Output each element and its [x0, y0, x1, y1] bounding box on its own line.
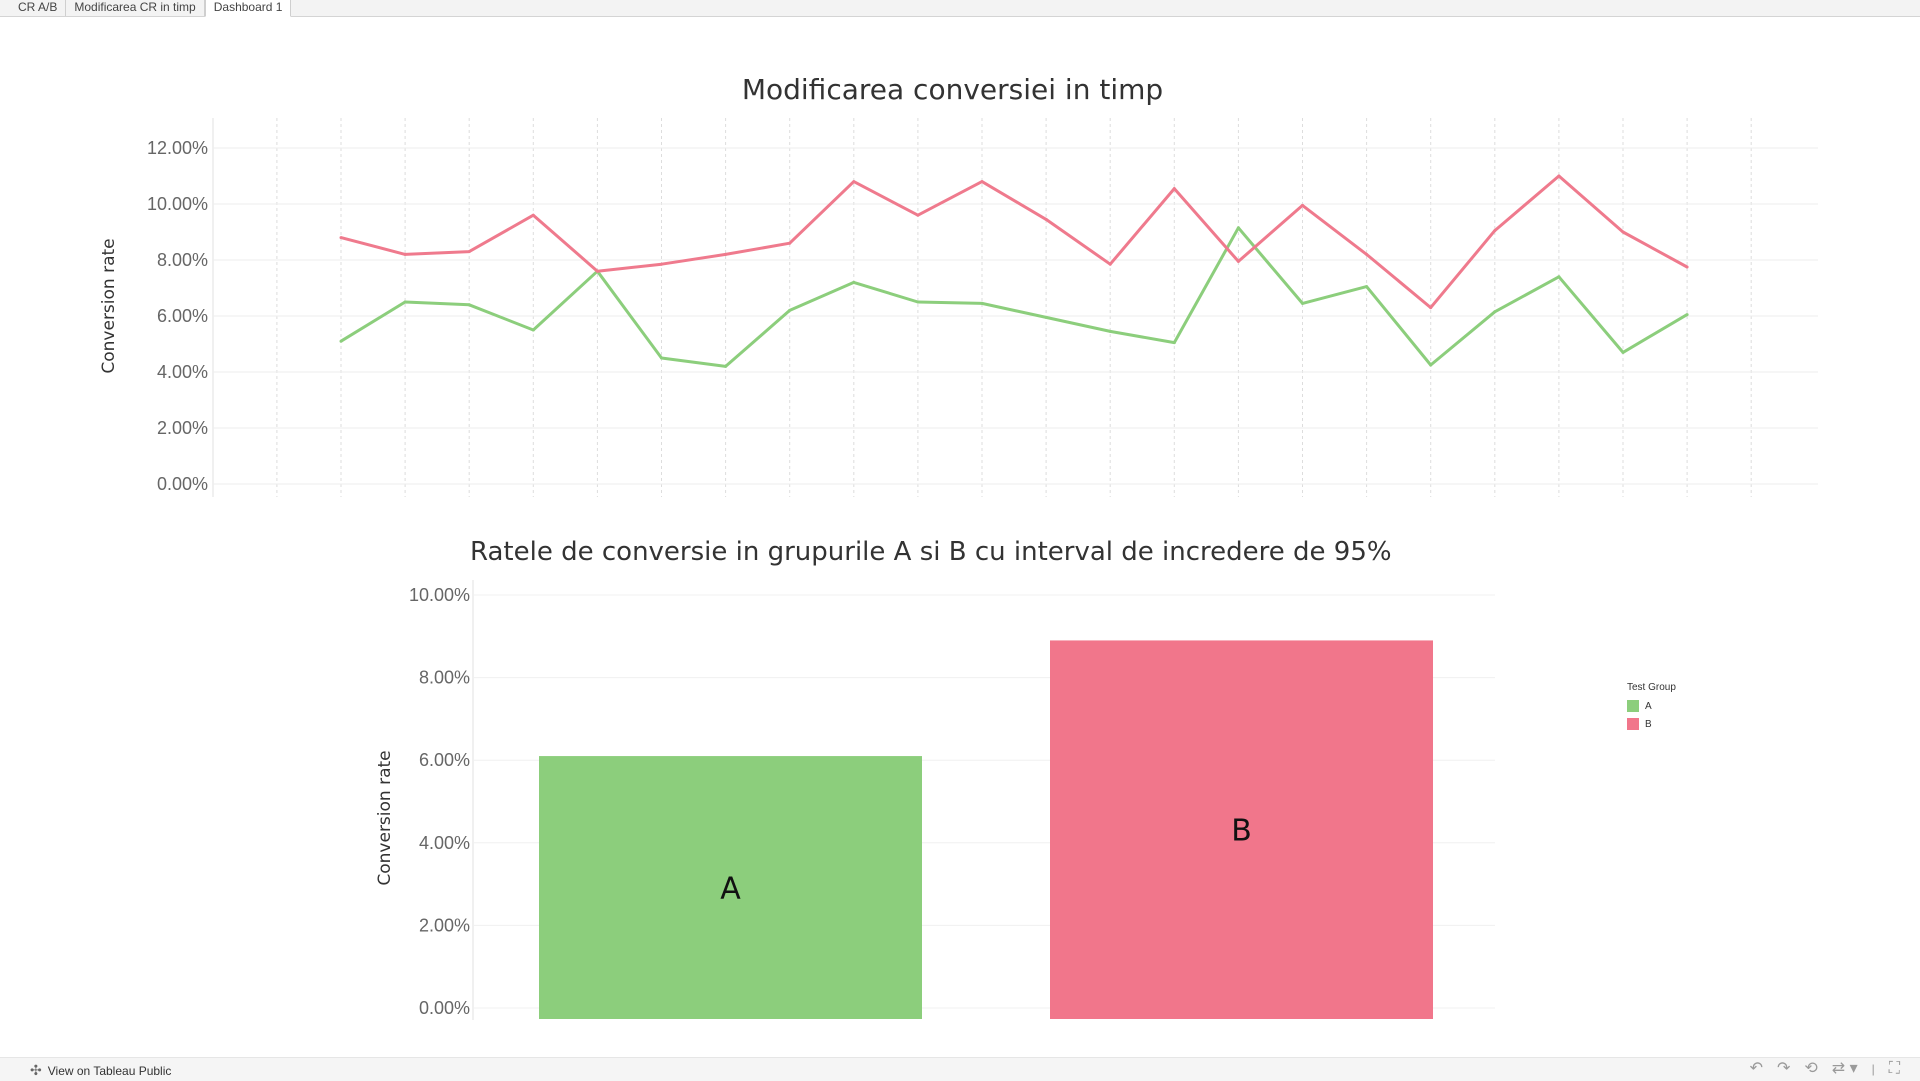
- tab-dashboard-1[interactable]: Dashboard 1: [204, 0, 292, 17]
- tab-modificarea-cr[interactable]: Modificarea CR in timp: [66, 0, 205, 16]
- series-line-a: [340, 226, 1688, 368]
- bar-a: [539, 756, 922, 1019]
- data-point-b: [1236, 259, 1240, 263]
- data-point-b: [1172, 187, 1176, 191]
- y-tick-label: 8.00%: [419, 668, 470, 688]
- y-tick-label: 2.00%: [157, 418, 208, 438]
- data-point-b: [467, 250, 471, 254]
- data-point-a: [916, 300, 920, 304]
- legend-label-a: A: [1645, 700, 1652, 712]
- y-tick-label: 4.00%: [419, 833, 470, 853]
- data-point-a: [1044, 315, 1048, 319]
- data-point-a: [788, 308, 792, 312]
- data-point-b: [1493, 229, 1497, 233]
- y-axis-label: Conversion rate: [99, 238, 119, 373]
- y-tick-label: 6.00%: [157, 306, 208, 326]
- data-point-a: [1493, 310, 1497, 314]
- data-point-a: [1301, 301, 1304, 305]
- line-chart: 0.00% 2.00% 4.00% 6.00% 8.00% 10.00% 12.00% Con…: [99, 118, 1818, 497]
- data-point-b: [788, 241, 792, 245]
- line-chart-title: Modificarea conversiei in timp: [741, 73, 1164, 106]
- data-point-a: [1685, 313, 1689, 317]
- data-point-a: [1557, 275, 1561, 279]
- data-point-b: [531, 213, 535, 217]
- y-tick-label: 10.00%: [409, 585, 470, 605]
- bar-label-b: B: [1231, 814, 1252, 849]
- y-tick-label: 4.00%: [157, 362, 208, 382]
- data-point-b: [1429, 306, 1433, 310]
- data-point-a: [1236, 226, 1240, 230]
- data-point-a: [724, 364, 728, 368]
- legend: Test Group A B: [1627, 682, 1676, 733]
- bar-chart-title: Ratele de conversie in grupurile A si B …: [470, 537, 1392, 567]
- data-point-b: [1044, 217, 1048, 221]
- data-point-a: [1365, 285, 1369, 289]
- legend-swatch-a: [1627, 700, 1639, 712]
- share-icon[interactable]: ⇄ ▾: [1831, 1060, 1858, 1077]
- data-point-b: [1301, 203, 1304, 207]
- bar-b: [1050, 640, 1433, 1019]
- data-point-a: [467, 303, 471, 307]
- revert-icon[interactable]: ⟲: [1804, 1060, 1818, 1077]
- data-point-b: [916, 213, 920, 217]
- toolbar-tools: ↶ ↷ ⟲ ⇄ ▾ | ⛶: [1750, 1060, 1900, 1078]
- data-point-a: [660, 356, 663, 360]
- data-point-a: [531, 328, 535, 332]
- footer-toolbar: ✣ View on Tableau Public ↶ ↷ ⟲ ⇄ ▾ | ⛶: [0, 1057, 1920, 1081]
- tableau-logo-icon: ✣: [30, 1062, 42, 1078]
- y-tick-label: 0.00%: [157, 474, 208, 494]
- data-point-a: [1621, 350, 1625, 354]
- view-on-tableau-link[interactable]: ✣ View on Tableau Public: [30, 1062, 171, 1079]
- legend-item-a[interactable]: A: [1627, 697, 1676, 715]
- undo-icon[interactable]: ↶: [1749, 1060, 1763, 1077]
- data-point-b: [1621, 230, 1625, 234]
- data-point-b: [339, 236, 343, 240]
- data-point-a: [339, 339, 343, 343]
- y-tick-label: 6.00%: [419, 750, 470, 770]
- y-tick-label: 8.00%: [157, 250, 208, 270]
- data-point-b: [852, 180, 856, 184]
- data-point-a: [1172, 341, 1176, 345]
- fullscreen-icon[interactable]: ⛶: [1888, 1060, 1900, 1077]
- data-point-b: [1557, 174, 1561, 178]
- y-tick-label: 0.00%: [419, 998, 470, 1018]
- legend-swatch-b: [1627, 718, 1639, 730]
- y-tick-label: 2.00%: [419, 915, 470, 935]
- data-point-b: [1685, 265, 1689, 269]
- y-tick-label: 12.00%: [147, 138, 208, 158]
- view-on-tableau-label: View on Tableau Public: [47, 1063, 172, 1078]
- divider: |: [1871, 1062, 1875, 1076]
- data-point-b: [660, 262, 663, 266]
- data-point-a: [1108, 329, 1112, 333]
- data-point-b: [724, 252, 728, 256]
- bar-chart: 0.00% 2.00% 4.00% 6.00% 8.00% 10.00% Conversio…: [375, 580, 1495, 1020]
- redo-icon[interactable]: ↷: [1776, 1060, 1791, 1077]
- data-point-b: [1108, 262, 1112, 266]
- y-axis-label: Conversion rate: [375, 750, 395, 885]
- bar-label-a: A: [720, 872, 741, 907]
- legend-item-b[interactable]: B: [1627, 715, 1676, 733]
- data-point-b: [595, 269, 599, 273]
- data-point-a: [852, 280, 856, 284]
- legend-title: Test Group: [1627, 682, 1676, 693]
- data-point-a: [403, 300, 407, 304]
- data-point-b: [403, 252, 407, 256]
- sheet-tabs: CR A/B Modificarea CR in timp Dashboard …: [0, 0, 1920, 17]
- series-line-b: [340, 174, 1688, 310]
- data-point-b: [980, 180, 984, 184]
- y-tick-label: 10.00%: [147, 194, 208, 214]
- data-point-a: [1429, 363, 1433, 367]
- tab-cr-ab[interactable]: CR A/B: [10, 0, 67, 16]
- legend-label-b: B: [1645, 718, 1652, 730]
- data-point-b: [1365, 252, 1369, 256]
- data-point-a: [980, 301, 984, 305]
